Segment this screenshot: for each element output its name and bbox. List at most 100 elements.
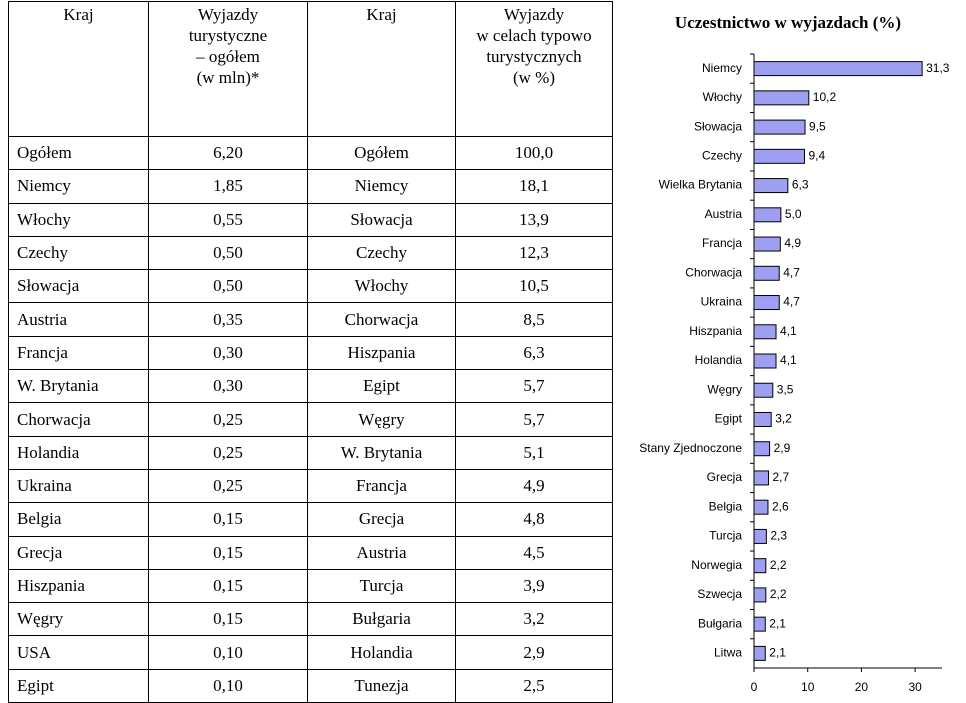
y-tick-label: Litwa [714,646,742,660]
value-label: 2,7 [773,470,790,484]
table-row: Holandia 0,25 W. Brytania 5,1 [8,435,613,470]
table-cell: 0,15 [148,502,308,537]
table-cell: Hiszpania [307,335,456,371]
y-tick-label: Węgry [707,382,742,396]
table-row: Francja 0,30 Hiszpania 6,3 [8,335,613,371]
y-tick-label: Egipt [715,412,743,426]
table-cell: 0,55 [148,202,308,237]
header-cell: Wyjazdy turystyczne – ogółem (w mln)* [148,1,308,137]
y-tick-label: Niemcy [702,61,742,75]
table-cell: Egipt [307,369,456,404]
value-label: 2,2 [770,558,787,572]
table-cell: Francja [8,335,149,371]
x-tick-label: 0 [751,680,758,694]
table-cell: 5,7 [455,369,613,404]
table-row: Ukraina 0,25 Francja 4,9 [8,468,613,504]
y-tick-label: Szwecja [697,587,742,601]
table-cell: Ogółem [307,135,456,171]
table-cell: Ogółem [8,135,149,171]
value-label: 31,3 [926,61,950,75]
y-tick-label: Belgia [709,499,743,513]
table-row: Niemcy 1,85 Niemcy 18,1 [8,169,613,204]
header-cell: Kraj [307,1,456,137]
bar [753,353,777,369]
y-tick-label: Wielka Brytania [659,178,743,192]
table-cell: Słowacja [307,202,456,237]
table-cell: 4,5 [455,535,613,570]
table-cell: 0,30 [148,335,308,371]
table-row: Węgry 0,15 Bułgaria 3,2 [8,602,613,637]
table-cell: 2,5 [455,668,613,703]
bar [753,236,781,252]
y-tick-label: Słowacja [694,119,742,133]
header-cell: Kraj [8,1,149,137]
table-cell: 4,9 [455,468,613,504]
table-cell: 6,3 [455,335,613,371]
value-label: 6,3 [792,178,809,192]
x-tick-label: 30 [908,680,922,694]
table-cell: 4,8 [455,502,613,537]
bar [753,265,780,281]
table-cell: 0,10 [148,668,308,703]
y-tick-label: Turcja [709,529,742,543]
value-label: 4,1 [780,324,797,338]
table-cell: 12,3 [455,235,613,271]
header-row: Kraj Wyjazdy turystyczne – ogółem (w mln)… [8,1,613,137]
value-label: 2,1 [769,646,786,660]
y-tick-label: Czechy [702,149,742,163]
table-cell: 0,25 [148,402,308,437]
bar [753,61,923,77]
table-cell: W. Brytania [8,369,149,404]
y-tick-label: Grecja [707,470,743,484]
table-cell: Tunezja [307,668,456,703]
table-cell: Francja [307,468,456,504]
value-label: 4,9 [784,236,801,250]
table-cell: 0,50 [148,269,308,304]
table-cell: 3,2 [455,602,613,637]
y-tick-label: Norwegia [691,558,742,572]
table-cell: Egipt [8,668,149,703]
x-tick-label: 10 [801,680,815,694]
table-cell: 5,7 [455,402,613,437]
table-cell: Grecja [8,535,149,570]
table-cell: 10,5 [455,269,613,304]
table-cell: 3,9 [455,568,613,604]
y-tick-label: Hiszpania [689,324,742,338]
table-row: Ogółem 6,20 Ogółem 100,0 [8,135,613,171]
bar [753,645,766,661]
header-cell: Wyjazdy w celach typowo turystycznych (w… [455,1,613,137]
table-body: Ogółem 6,20 Ogółem 100,0 Niemcy 1,85 Niemcy 18,… [8,135,613,703]
table-cell: 18,1 [455,169,613,204]
table-row: W. Brytania 0,30 Egipt 5,7 [8,369,613,404]
data-table: Kraj Wyjazdy turystyczne – ogółem (w mln)… [8,1,613,703]
y-tick-label: Ukraina [701,295,743,309]
bar [753,382,774,398]
table-cell: 0,25 [148,468,308,504]
table-cell: Austria [8,302,149,337]
bar [753,295,780,311]
table-cell: 0,50 [148,235,308,271]
table-cell: Węgry [307,402,456,437]
table-cell: Chorwacja [8,402,149,437]
table-row: Hiszpania 0,15 Turcja 3,9 [8,568,613,604]
table-cell: Włochy [8,202,149,237]
table-row: Chorwacja 0,25 Węgry 5,7 [8,402,613,437]
value-label: 4,1 [780,353,797,367]
bar [753,528,767,544]
table-cell: 0,25 [148,435,308,470]
table-cell: Turcja [307,568,456,604]
table-cell: Chorwacja [307,302,456,337]
table-row: Czechy 0,50 Czechy 12,3 [8,235,613,271]
value-label: 3,2 [775,412,792,426]
bar [753,148,805,164]
value-label: 4,7 [783,265,800,279]
value-label: 2,6 [772,499,789,513]
bar [753,90,810,106]
table-row: Słowacja 0,50 Włochy 10,5 [8,269,613,304]
bar [753,587,767,603]
table-cell: 0,30 [148,369,308,404]
chart-title: Uczestnictwo w wyjazdach (%) [675,13,901,32]
table-cell: Czechy [8,235,149,271]
table-cell: 13,9 [455,202,613,237]
